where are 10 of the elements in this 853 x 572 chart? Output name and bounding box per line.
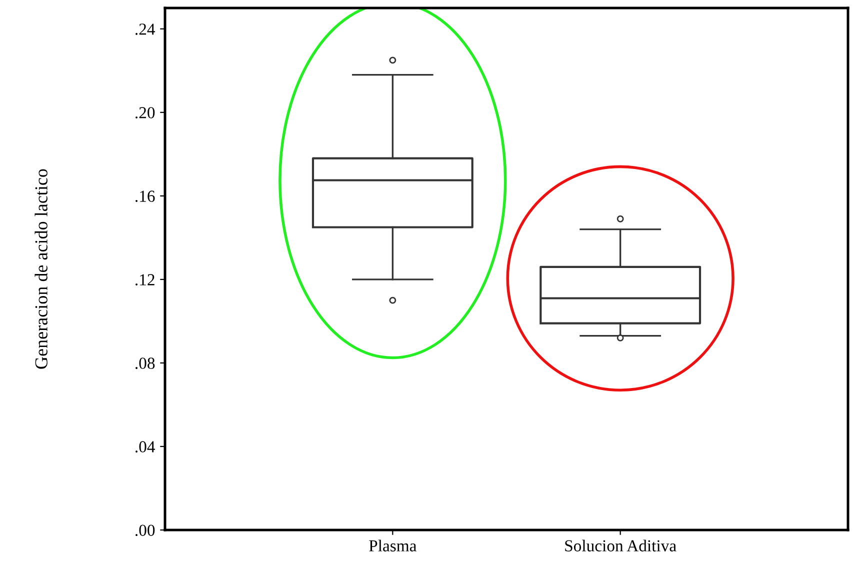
y-tick-label: .04 (136, 441, 156, 452)
y-tick-label: .12 (136, 274, 154, 286)
y-tick-label: .24 (136, 24, 156, 35)
y-tick-label: .00 (136, 524, 155, 536)
y-tick-label: .16 (136, 190, 155, 202)
y-axis-title: Generacion de acido lactico (34, 169, 48, 369)
x-tick-label: Plasma (369, 540, 417, 552)
x-tick-label: Solucion Aditiva (565, 540, 676, 552)
y-tick-label: .08 (136, 358, 155, 369)
y-tick-label: .20 (136, 107, 155, 118)
